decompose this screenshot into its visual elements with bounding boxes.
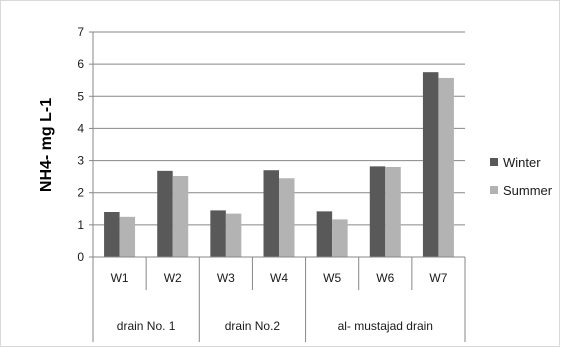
legend-label-summer: Summer <box>503 183 553 198</box>
bar-summer-W2 <box>172 176 189 257</box>
y-ticks: 0 1 2 3 4 5 6 7 <box>77 25 93 264</box>
legend: Winter Summer <box>490 155 553 198</box>
bar-winter-W1 <box>104 212 120 257</box>
y-tick-label-3: 3 <box>77 154 84 168</box>
y-tick-label-4: 4 <box>77 121 84 135</box>
group-labels: drain No. 1 drain No.2 al- mustajad drain <box>92 290 466 342</box>
bar-winter-W3 <box>210 210 226 257</box>
group-label-1: drain No.2 <box>225 319 281 333</box>
y-tick-label-2: 2 <box>77 186 84 200</box>
category-label-W2: W2 <box>164 271 182 285</box>
bar-summer-W7 <box>438 77 454 257</box>
category-label-W6: W6 <box>376 271 394 285</box>
bar-summer-W6 <box>385 167 401 257</box>
category-label-W5: W5 <box>323 271 341 285</box>
y-axis-label: NH4- mg L-1 <box>38 98 55 192</box>
bar-winter-W5 <box>316 211 333 257</box>
bar-winter-W4 <box>263 170 279 257</box>
group-label-2: al- mustajad drain <box>338 319 433 333</box>
axes <box>92 32 465 258</box>
category-label-W3: W3 <box>217 271 235 285</box>
bar-winter-W6 <box>369 166 386 257</box>
category-label-W4: W4 <box>270 271 288 285</box>
category-labels: W1 W2 W3 W4 W5 W6 W7 <box>92 257 466 290</box>
grid <box>93 31 465 226</box>
bar-summer-W1 <box>119 216 136 257</box>
category-label-W7: W7 <box>429 271 447 285</box>
bars <box>104 72 454 257</box>
y-tick-label-5: 5 <box>77 89 84 103</box>
y-tick-label-1: 1 <box>77 218 84 232</box>
legend-swatch-winter <box>490 158 498 166</box>
y-tick-label-0: 0 <box>77 250 84 264</box>
group-label-0: drain No. 1 <box>117 319 176 333</box>
legend-label-winter: Winter <box>503 155 541 170</box>
bar-winter-W2 <box>157 170 173 257</box>
bar-summer-W3 <box>225 213 242 257</box>
bar-summer-W5 <box>332 219 348 257</box>
bar-summer-W4 <box>279 178 295 257</box>
bar-winter-W7 <box>422 72 439 257</box>
legend-swatch-summer <box>490 186 498 194</box>
y-tick-label-7: 7 <box>77 25 84 39</box>
category-label-W1: W1 <box>111 271 129 285</box>
y-tick-label-6: 6 <box>77 57 84 71</box>
